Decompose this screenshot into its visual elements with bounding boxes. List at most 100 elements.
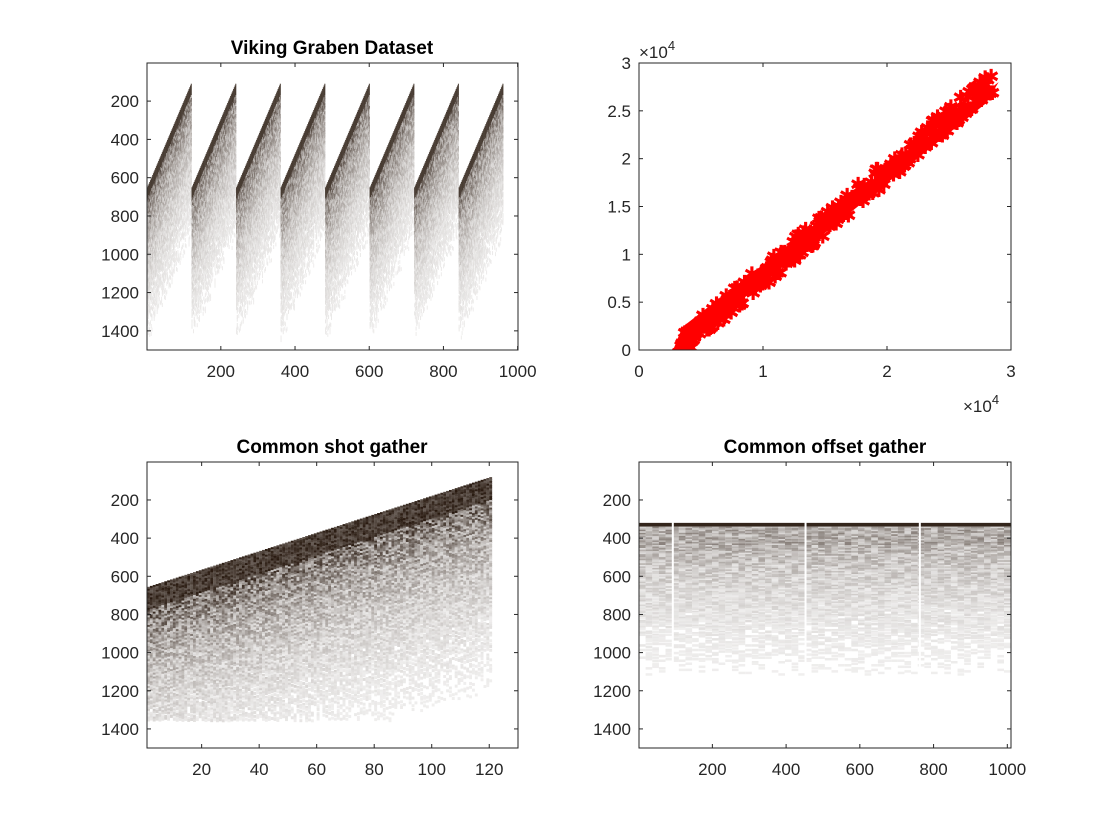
trace-sample bbox=[161, 187, 163, 192]
trace-sample bbox=[170, 172, 172, 177]
trace-sample bbox=[148, 200, 150, 205]
trace-sample bbox=[201, 241, 203, 246]
trace-sample bbox=[151, 279, 153, 284]
trace-sample bbox=[204, 247, 206, 252]
trace-sample bbox=[162, 250, 164, 255]
trace-sample bbox=[184, 141, 186, 146]
trace-sample bbox=[188, 108, 190, 113]
trace-sample bbox=[207, 181, 209, 186]
trace-sample bbox=[209, 199, 211, 204]
trace-sample bbox=[184, 148, 186, 153]
trace-sample bbox=[153, 236, 155, 241]
trace-sample bbox=[200, 225, 202, 230]
trace-sample bbox=[169, 239, 171, 244]
trace-sample bbox=[164, 247, 166, 252]
trace-sample bbox=[161, 248, 163, 253]
trace-sample bbox=[198, 303, 200, 308]
trace-sample bbox=[166, 166, 168, 171]
trace-sample bbox=[148, 297, 150, 302]
trace-sample bbox=[167, 237, 169, 242]
trace-sample bbox=[173, 229, 175, 234]
trace-sample bbox=[160, 242, 162, 247]
trace-sample bbox=[170, 238, 172, 243]
trace-sample bbox=[195, 289, 197, 294]
trace-sample bbox=[156, 267, 158, 272]
trace-sample bbox=[161, 253, 163, 258]
trace-sample bbox=[195, 262, 197, 267]
trace-sample bbox=[187, 187, 189, 192]
trace-sample bbox=[179, 180, 181, 185]
trace-sample bbox=[196, 210, 198, 215]
trace-sample bbox=[200, 191, 202, 196]
trace-sample bbox=[170, 247, 172, 252]
trace-sample bbox=[202, 231, 204, 236]
trace-sample bbox=[189, 171, 191, 176]
trace-sample bbox=[155, 238, 157, 243]
trace-sample bbox=[190, 97, 192, 102]
trace-sample bbox=[180, 192, 182, 197]
trace-sample bbox=[176, 206, 178, 211]
trace-sample bbox=[157, 192, 159, 197]
trace-sample bbox=[149, 279, 151, 284]
trace-sample bbox=[152, 190, 154, 195]
trace-sample bbox=[227, 241, 229, 246]
trace-sample bbox=[161, 171, 163, 176]
trace-sample bbox=[181, 201, 183, 206]
trace-sample bbox=[184, 159, 186, 164]
trace-sample bbox=[198, 221, 200, 226]
trace-sample bbox=[208, 244, 210, 249]
trace-sample bbox=[194, 258, 196, 263]
trace-sample bbox=[196, 237, 198, 242]
trace-sample bbox=[224, 221, 226, 226]
trace-sample bbox=[175, 267, 177, 272]
trace-sample bbox=[149, 265, 151, 270]
trace-sample bbox=[160, 172, 162, 177]
trace-sample bbox=[210, 230, 212, 235]
trace-sample bbox=[201, 205, 203, 210]
trace-sample bbox=[167, 256, 169, 261]
trace-sample bbox=[198, 249, 200, 254]
trace-sample bbox=[181, 155, 183, 160]
trace-sample bbox=[178, 253, 180, 258]
trace-sample bbox=[153, 217, 155, 222]
trace-sample bbox=[198, 189, 200, 194]
trace-sample bbox=[195, 212, 197, 217]
trace-sample bbox=[198, 268, 200, 273]
trace-sample bbox=[156, 259, 158, 264]
trace-sample bbox=[157, 278, 159, 283]
trace-sample bbox=[207, 186, 209, 191]
trace-sample bbox=[196, 256, 198, 261]
trace-sample bbox=[188, 194, 190, 199]
trace-sample bbox=[201, 280, 203, 285]
trace-sample bbox=[203, 189, 205, 194]
trace-sample bbox=[204, 309, 206, 314]
trace-sample bbox=[152, 272, 154, 277]
trace-sample bbox=[181, 183, 183, 188]
trace-sample bbox=[178, 176, 180, 181]
trace-sample bbox=[206, 262, 208, 267]
trace-sample bbox=[151, 255, 153, 260]
trace-sample bbox=[153, 274, 155, 279]
trace-sample bbox=[152, 301, 154, 306]
trace-sample bbox=[196, 199, 198, 204]
trace-sample bbox=[178, 213, 180, 218]
trace-sample bbox=[206, 195, 208, 200]
trace-sample bbox=[210, 179, 212, 184]
trace-sample bbox=[195, 257, 197, 262]
trace-sample bbox=[161, 267, 163, 272]
trace-sample bbox=[164, 215, 166, 220]
trace-sample bbox=[206, 214, 208, 219]
trace-sample bbox=[154, 309, 156, 314]
trace-sample bbox=[154, 269, 156, 274]
trace-sample bbox=[197, 211, 199, 216]
trace-sample bbox=[152, 238, 154, 243]
trace-sample bbox=[167, 218, 169, 223]
trace-sample bbox=[180, 168, 182, 173]
trace-sample bbox=[163, 219, 165, 224]
trace-sample bbox=[186, 105, 188, 110]
trace-sample bbox=[180, 127, 182, 132]
trace-sample bbox=[187, 161, 189, 166]
trace-sample bbox=[149, 257, 151, 262]
trace-sample bbox=[150, 208, 152, 213]
trace-sample bbox=[190, 178, 192, 183]
